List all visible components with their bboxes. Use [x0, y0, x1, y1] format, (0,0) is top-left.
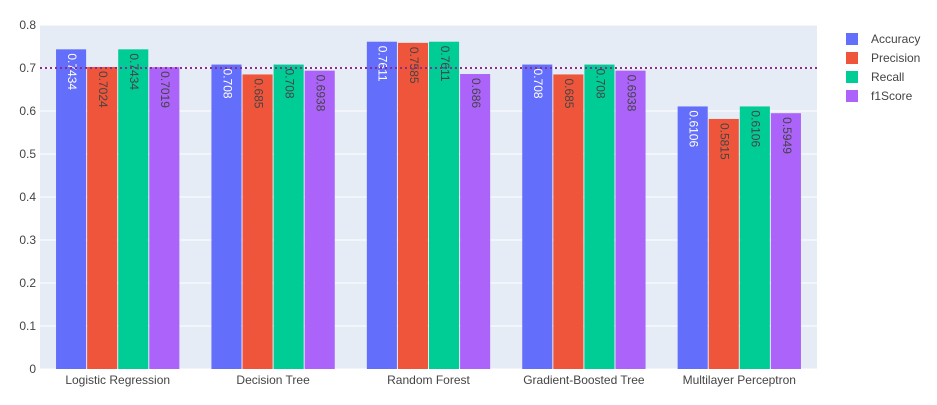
bar-value-label: 0.7434 [127, 53, 141, 90]
bar-value-label: 0.7585 [407, 47, 421, 84]
bar-precision-0[interactable] [87, 66, 118, 369]
bar-f1score-2[interactable] [460, 74, 491, 370]
legend-label-f1score[interactable]: f1Score [871, 89, 913, 103]
bar-recall-3[interactable] [584, 64, 615, 369]
y-tick-label: 0 [29, 362, 36, 376]
y-axis: 0 0.1 0.2 0.3 0.4 0.5 0.6 0.7 0.8 [19, 18, 36, 376]
bar-accuracy-4[interactable] [677, 106, 708, 369]
bar-value-label: 0.7019 [158, 71, 172, 108]
bar-value-label: 0.7024 [96, 71, 110, 108]
bar-value-label: 0.6106 [687, 110, 701, 147]
y-tick-label: 0.3 [19, 233, 36, 247]
y-tick-label: 0.8 [19, 18, 36, 32]
bar-value-label: 0.5949 [780, 117, 794, 154]
x-category-label: Gradient-Boosted Tree [523, 373, 645, 387]
bar-value-label: 0.708 [531, 69, 545, 99]
legend-swatch-f1score[interactable] [846, 90, 858, 102]
bar-f1score-3[interactable] [615, 70, 646, 369]
bar-f1score-0[interactable] [149, 67, 180, 370]
y-tick-label: 0.2 [19, 276, 36, 290]
legend-swatch-precision[interactable] [846, 52, 858, 64]
bar-value-label: 0.6106 [749, 110, 763, 147]
bar-value-label: 0.7611 [376, 46, 390, 82]
bar-f1score-4[interactable] [770, 113, 801, 370]
bar-precision-4[interactable] [708, 118, 739, 369]
legend-swatch-accuracy[interactable] [846, 33, 858, 45]
bar-precision-2[interactable] [397, 42, 428, 369]
bar-recall-1[interactable] [273, 64, 304, 369]
bar-value-label: 0.7611 [438, 46, 452, 82]
bar-precision-1[interactable] [242, 74, 273, 369]
bar-f1score-1[interactable] [304, 70, 335, 369]
bar-accuracy-0[interactable] [56, 49, 87, 369]
bar-recall-2[interactable] [429, 41, 460, 370]
x-axis: Logistic Regression Decision Tree Random F… [65, 373, 796, 387]
legend-label-accuracy[interactable]: Accuracy [871, 32, 920, 46]
legend-swatch-recall[interactable] [846, 71, 858, 83]
bar-recall-4[interactable] [739, 106, 770, 369]
bar-precision-3[interactable] [553, 74, 584, 369]
bar-value-label: 0.708 [593, 69, 607, 99]
y-tick-label: 0.6 [19, 104, 36, 118]
bar-value-label: 0.5815 [718, 123, 732, 160]
bar-value-label: 0.708 [282, 69, 296, 99]
y-tick-label: 0.5 [19, 147, 36, 161]
x-category-label: Random Forest [387, 373, 470, 387]
bar-value-label: 0.6938 [624, 75, 638, 112]
bar-accuracy-1[interactable] [211, 64, 242, 369]
x-category-label: Multilayer Perceptron [683, 373, 796, 387]
x-category-label: Logistic Regression [65, 373, 170, 387]
bar-value-label: 0.6938 [314, 75, 328, 112]
y-tick-label: 0.7 [19, 61, 36, 75]
bar-labels: 0.7434 0.7024 0.7434 0.7019 0.708 0.685 0.708 0… [65, 46, 794, 160]
bar-value-label: 0.685 [562, 78, 576, 108]
bar-value-label: 0.685 [251, 78, 265, 108]
legend-label-recall[interactable]: Recall [871, 70, 904, 84]
x-category-label: Decision Tree [236, 373, 310, 387]
bar-recall-0[interactable] [118, 49, 149, 369]
bar-value-label: 0.7434 [65, 53, 79, 90]
bars [56, 41, 801, 370]
bar-value-label: 0.686 [469, 78, 483, 108]
legend-label-precision[interactable]: Precision [871, 51, 920, 65]
bar-accuracy-3[interactable] [522, 64, 553, 369]
legend: Accuracy Precision Recall f1Score [846, 32, 920, 103]
bar-accuracy-2[interactable] [366, 41, 397, 370]
y-tick-label: 0.1 [19, 319, 36, 333]
bar-value-label: 0.708 [220, 69, 234, 99]
y-tick-label: 0.4 [19, 190, 36, 204]
